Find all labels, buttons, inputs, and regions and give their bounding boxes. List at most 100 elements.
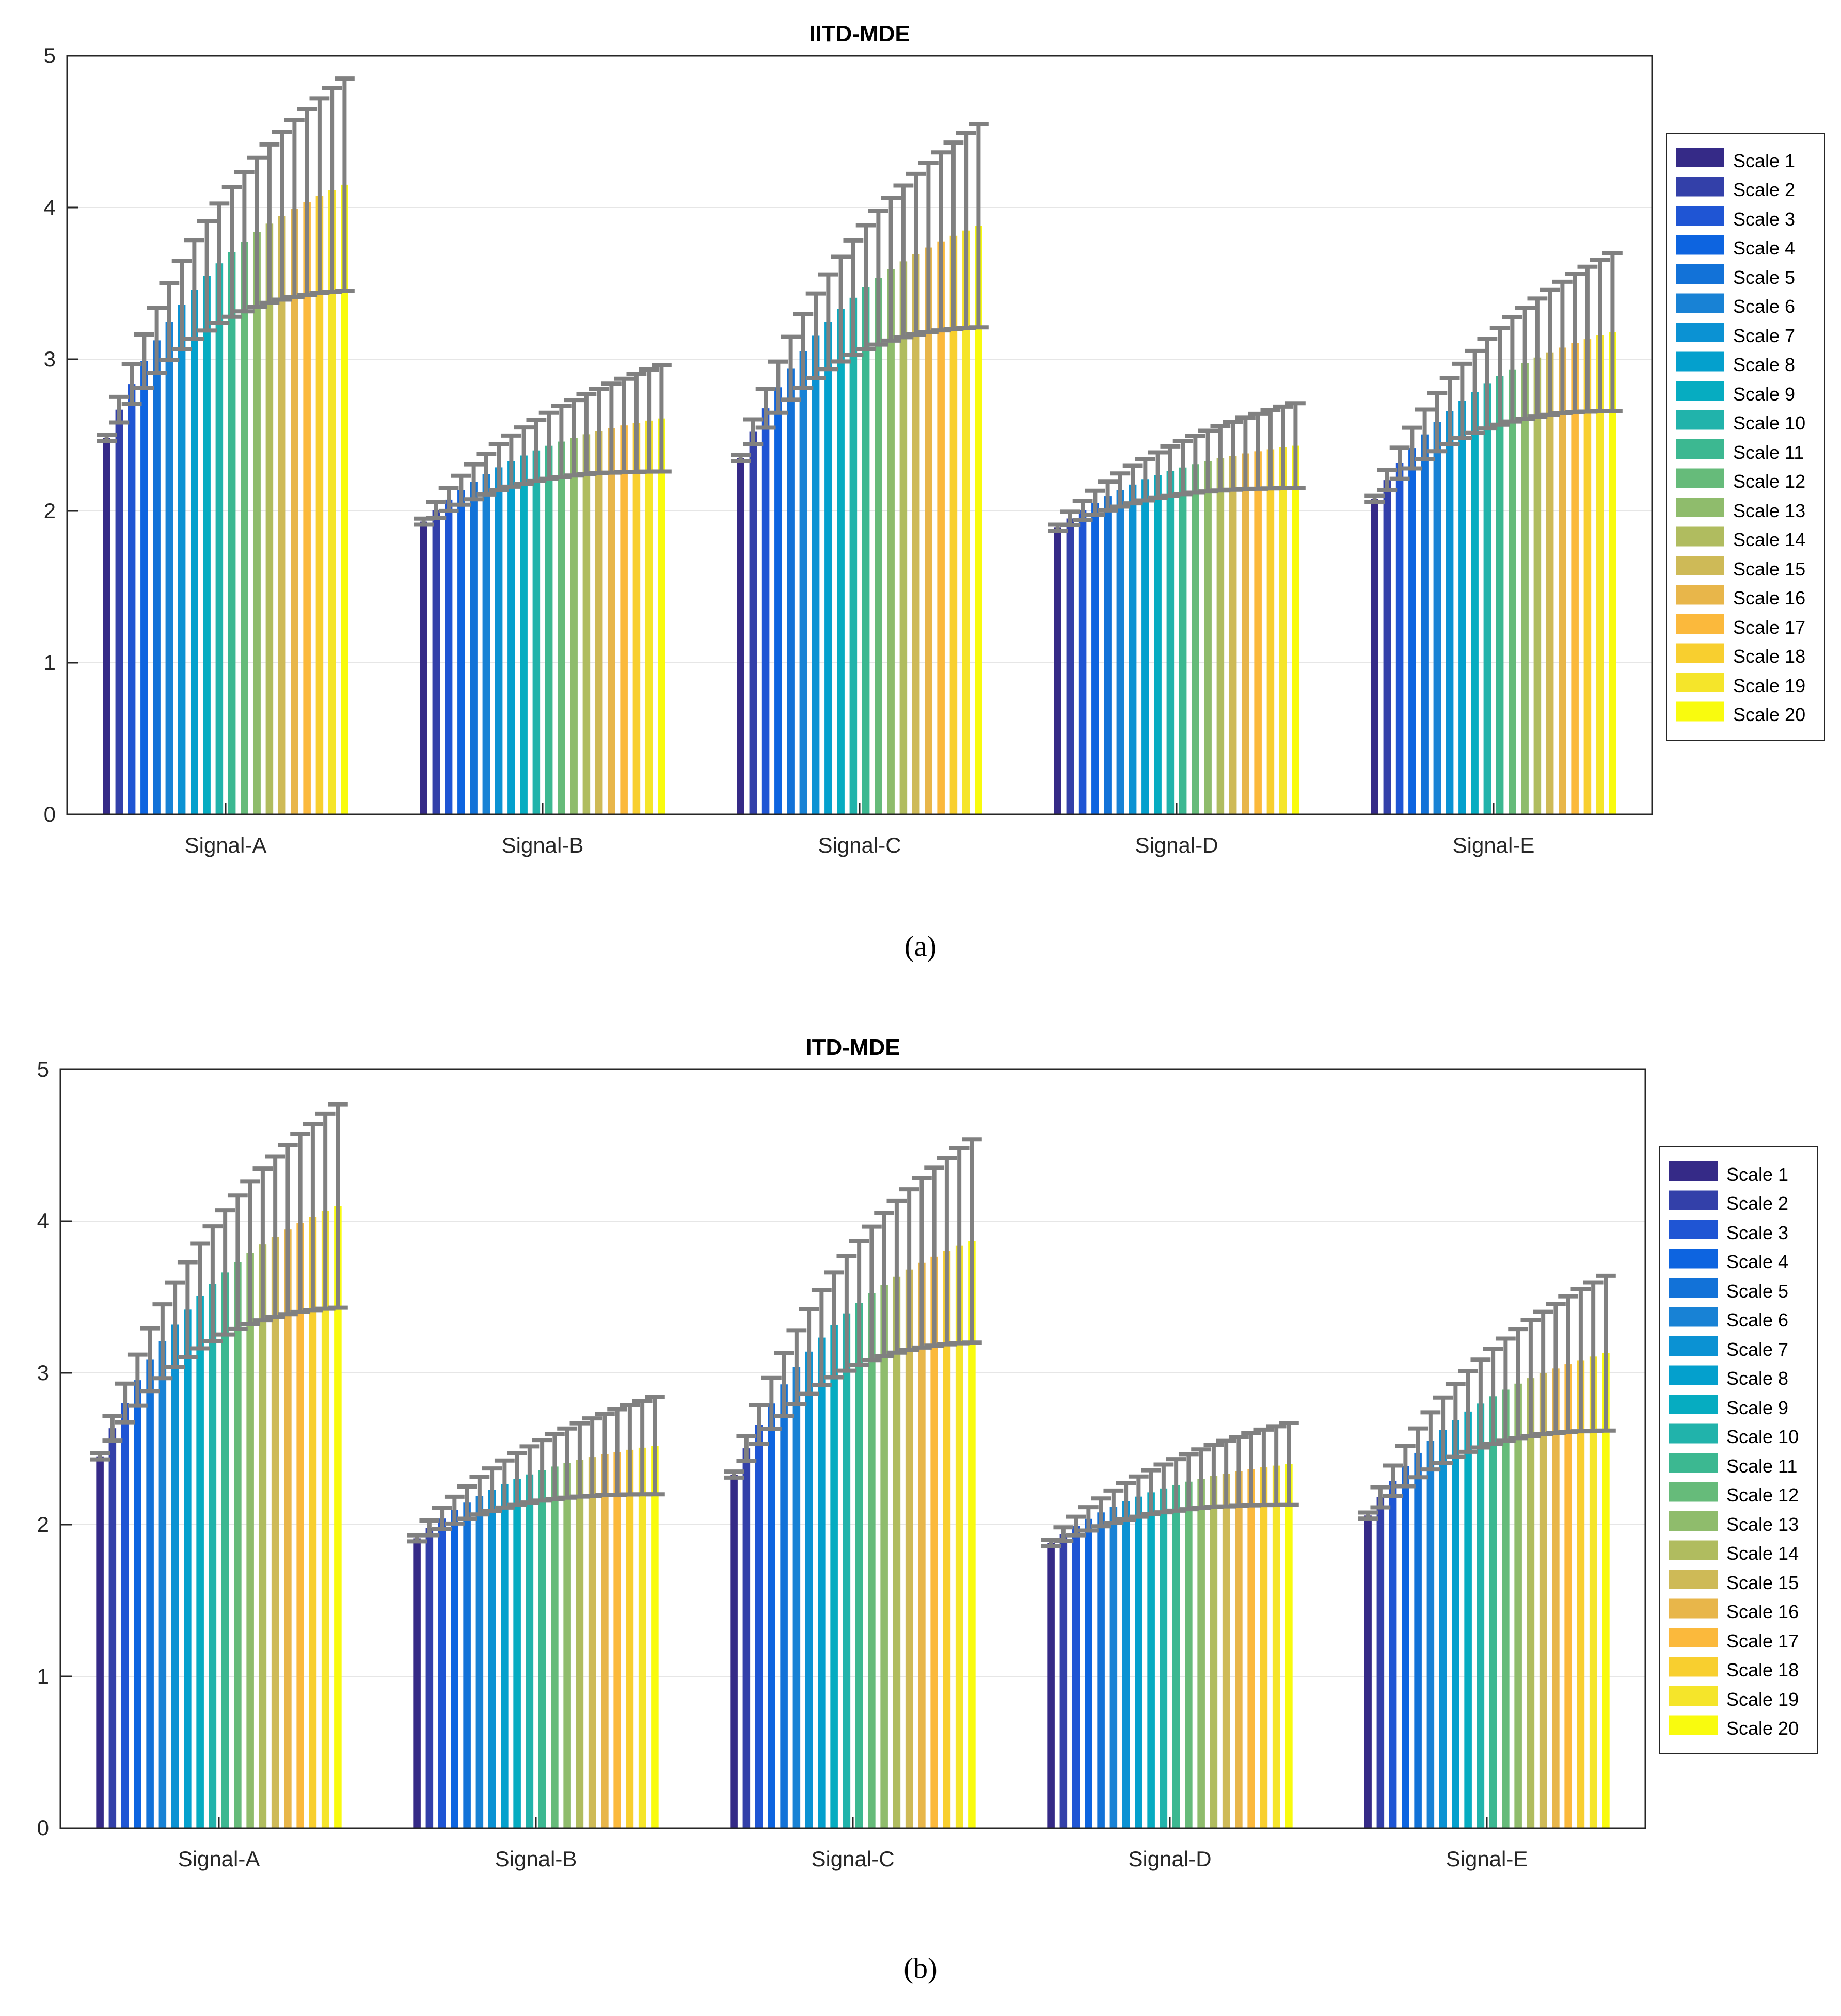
legend-swatch xyxy=(1669,1249,1718,1269)
legend-swatches xyxy=(1676,148,1724,722)
bar xyxy=(507,461,515,814)
bar xyxy=(1552,1368,1560,1828)
bar xyxy=(108,1428,117,1828)
bar xyxy=(1421,434,1429,814)
bar xyxy=(228,252,236,814)
bar xyxy=(1414,1452,1422,1828)
bar xyxy=(1135,1496,1142,1828)
bar xyxy=(451,1510,458,1828)
bar xyxy=(824,322,832,814)
bar xyxy=(768,1403,775,1828)
bar xyxy=(749,431,757,814)
bar xyxy=(830,1324,838,1828)
legend-label: Scale 2 xyxy=(1733,179,1795,200)
legend-swatch xyxy=(1676,701,1724,722)
bar xyxy=(1078,510,1087,814)
y-tick-label: 4 xyxy=(44,195,56,219)
bar xyxy=(1197,1479,1205,1828)
legend: Scale 1 Scale 2 Scale 3 Scale 4 Scale 5 … xyxy=(1659,1146,1818,1754)
y-tick-label: 5 xyxy=(37,1057,49,1081)
bar xyxy=(501,1484,509,1828)
bar xyxy=(1489,1396,1497,1828)
bar xyxy=(184,1309,192,1828)
bar xyxy=(1054,527,1061,814)
x-tick-label: Signal-D xyxy=(1128,1847,1211,1871)
legend-swatch xyxy=(1676,468,1724,488)
legend-swatch xyxy=(1669,1715,1718,1735)
bar xyxy=(284,1229,292,1828)
bar xyxy=(103,438,110,814)
legend-label: Scale 13 xyxy=(1726,1514,1799,1535)
bar xyxy=(470,482,478,814)
bar xyxy=(918,1262,926,1828)
bar xyxy=(1154,475,1162,814)
y-tick-label: 0 xyxy=(44,802,56,826)
bar xyxy=(955,1245,963,1828)
bar xyxy=(271,1237,279,1828)
legend-label: Scale 12 xyxy=(1733,471,1805,492)
bar xyxy=(880,1285,888,1828)
bar xyxy=(1402,1466,1409,1828)
bar xyxy=(613,1452,621,1828)
bar xyxy=(334,1206,342,1828)
bar xyxy=(475,1496,484,1828)
bar xyxy=(1216,458,1225,814)
bar xyxy=(1389,1481,1397,1828)
bar xyxy=(513,1479,521,1828)
bar xyxy=(420,521,427,814)
legend-swatch xyxy=(1676,410,1724,430)
bars xyxy=(103,184,1616,815)
bar xyxy=(1179,467,1187,814)
chart-panel-b: ITD-MDE 0 1 2 3 4 5 Signal-A Signal-B Si… xyxy=(37,1035,1818,1985)
bar xyxy=(1229,456,1237,814)
bar xyxy=(191,290,198,814)
bar xyxy=(425,1528,434,1828)
bar xyxy=(893,1276,901,1828)
bar xyxy=(849,297,858,814)
bar xyxy=(805,1351,813,1828)
bar xyxy=(1439,1430,1447,1828)
legend-label: Scale 16 xyxy=(1733,587,1805,609)
bar xyxy=(1222,1474,1230,1828)
bar xyxy=(259,1244,267,1828)
bar xyxy=(1533,357,1542,814)
bar xyxy=(787,368,795,814)
chart-title: ITD-MDE xyxy=(805,1035,900,1060)
bar xyxy=(899,261,908,814)
bar xyxy=(558,441,565,814)
bar xyxy=(1192,464,1199,814)
bar xyxy=(241,242,248,814)
y-tick-label: 2 xyxy=(37,1512,49,1537)
legend-label: Scale 7 xyxy=(1733,325,1795,346)
bar xyxy=(774,387,782,814)
bar xyxy=(1452,1420,1459,1828)
legend-swatch xyxy=(1669,1598,1718,1619)
bar xyxy=(1514,1383,1522,1828)
bar xyxy=(1247,1469,1255,1828)
bars xyxy=(96,1206,1610,1828)
bar xyxy=(1072,1526,1080,1828)
bar xyxy=(1279,447,1287,814)
x-tick-label: Signal-B xyxy=(502,833,584,857)
legend-label: Scale 18 xyxy=(1726,1659,1799,1681)
legend-swatch xyxy=(1676,235,1724,255)
bar xyxy=(1521,363,1529,814)
bar xyxy=(140,361,148,814)
bar xyxy=(196,1295,204,1828)
bar xyxy=(1471,392,1479,814)
bar xyxy=(1059,1534,1068,1828)
bar xyxy=(315,196,324,814)
bar xyxy=(1364,1515,1372,1828)
legend-label: Scale 5 xyxy=(1733,267,1795,288)
legend-label: Scale 5 xyxy=(1726,1281,1788,1302)
y-tick-label: 3 xyxy=(37,1361,49,1385)
legend-swatch xyxy=(1676,585,1724,605)
legend-label: Scale 4 xyxy=(1733,237,1795,259)
bar xyxy=(755,1425,763,1828)
bar xyxy=(799,351,807,814)
legend-swatch xyxy=(1669,1278,1718,1298)
bar xyxy=(457,490,465,814)
bar xyxy=(265,223,274,815)
legend-label: Scale 2 xyxy=(1726,1193,1788,1214)
bar xyxy=(737,458,744,814)
